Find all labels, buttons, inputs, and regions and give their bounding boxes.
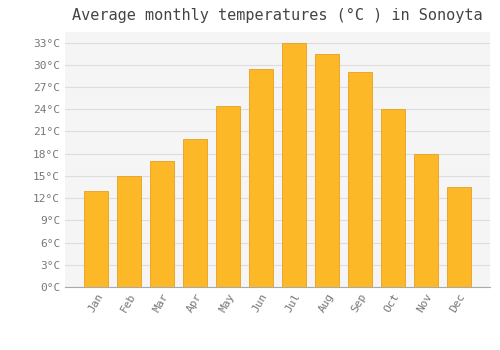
Bar <box>118 176 141 287</box>
Bar <box>315 54 339 287</box>
Title: Average monthly temperatures (°C ) in Sonoyta: Average monthly temperatures (°C ) in So… <box>72 8 483 23</box>
Bar <box>348 72 372 287</box>
Bar <box>216 106 240 287</box>
Bar <box>447 187 470 287</box>
Bar <box>414 154 438 287</box>
Bar <box>150 161 174 287</box>
Bar <box>183 139 207 287</box>
Bar <box>282 43 306 287</box>
Bar <box>84 191 108 287</box>
Bar <box>381 109 404 287</box>
Bar <box>249 69 273 287</box>
